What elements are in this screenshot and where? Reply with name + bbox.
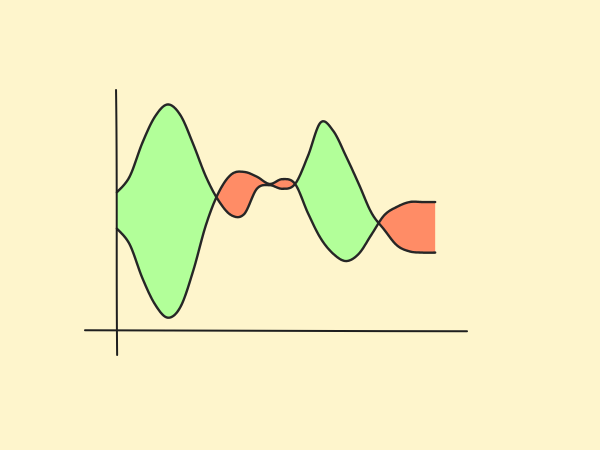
axes <box>84 89 468 356</box>
x-axis-line <box>84 329 468 333</box>
series-lines <box>115 103 437 319</box>
fill-region-positive-2 <box>295 121 379 262</box>
series-line-1 <box>115 103 437 254</box>
y-axis-line <box>115 89 119 356</box>
fill-region-positive-0 <box>116 104 217 318</box>
series-line-2 <box>115 170 437 319</box>
